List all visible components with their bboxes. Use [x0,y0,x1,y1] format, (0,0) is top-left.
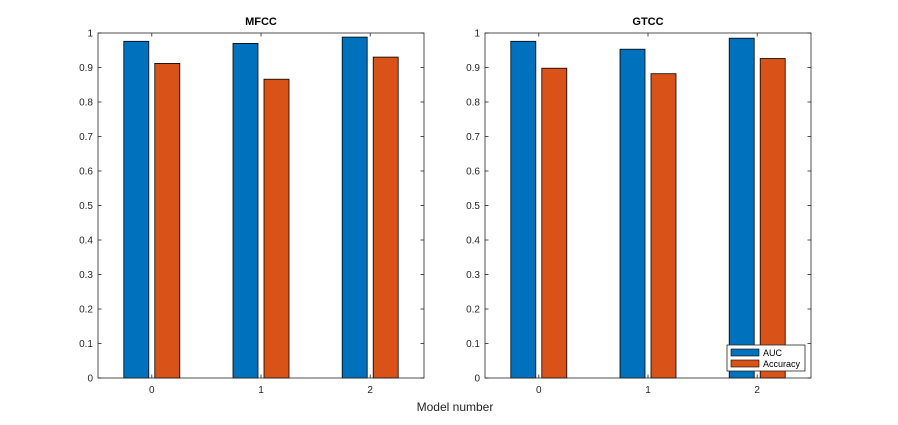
y-tick-label: 0 [474,374,480,385]
x-tick-label: 1 [645,385,651,396]
x-tick-label: 0 [149,385,155,396]
y-tick-label: 0.4 [466,236,480,247]
bar-auc-0 [123,40,150,379]
y-tick-label: 1 [474,29,480,40]
y-tick-label: 0 [87,374,93,385]
y-tick-label: 0.2 [466,305,480,316]
chart-title: MFCC [245,16,277,28]
legend-label-auc: AUC [763,348,783,358]
y-tick-label: 0.6 [466,167,480,178]
x-tick-label: 2 [754,385,760,396]
y-tick-label: 0.3 [79,270,93,281]
y-tick-label: 0.6 [79,167,93,178]
x-tick-label: 0 [536,385,542,396]
chart-panel-0: 0 0.1 0.2 0.3 0.4 0.5 0.6 0.7 0.8 0.9 1 0 1 2 MFCC [79,16,425,396]
bar-accuracy-2 [372,56,399,379]
y-tick-label: 0.4 [79,236,93,247]
bar-auc-1 [232,43,259,379]
bar-auc-2 [341,36,368,379]
chart-panel-1: 0 0.1 0.2 0.3 0.4 0.5 0.6 0.7 0.8 0.9 1 0 1 2 GTCC AUCA… [466,16,812,396]
y-tick-label: 0.2 [79,305,93,316]
x-tick-label: 2 [367,385,373,396]
legend-swatch-accuracy [730,359,760,368]
y-tick-label: 0.9 [466,63,480,74]
legend-swatch-auc [730,348,760,357]
bar-accuracy-1 [263,78,290,379]
y-tick-label: 0.8 [79,98,93,109]
legend-label-accuracy: Accuracy [763,359,801,369]
y-tick-label: 0.1 [79,339,93,350]
y-tick-label: 0.9 [79,63,93,74]
y-tick-label: 0.8 [466,98,480,109]
bar-accuracy-0 [154,63,181,379]
chart-title: GTCC [632,16,663,28]
bar-accuracy-1 [650,73,677,379]
y-tick-label: 0.5 [79,201,93,212]
y-tick-label: 1 [87,29,93,40]
y-tick-label: 0.1 [466,339,480,350]
bar-auc-2 [728,37,755,379]
x-tick-label: 1 [258,385,264,396]
bar-accuracy-0 [541,67,568,379]
y-tick-label: 0.3 [466,270,480,281]
bar-auc-0 [510,40,537,379]
bar-auc-1 [619,48,646,379]
bar-accuracy-2 [759,58,786,379]
x-axis-label: Model number [417,400,494,414]
y-tick-label: 0.5 [466,201,480,212]
y-tick-label: 0.7 [79,132,93,143]
y-tick-label: 0.7 [466,132,480,143]
